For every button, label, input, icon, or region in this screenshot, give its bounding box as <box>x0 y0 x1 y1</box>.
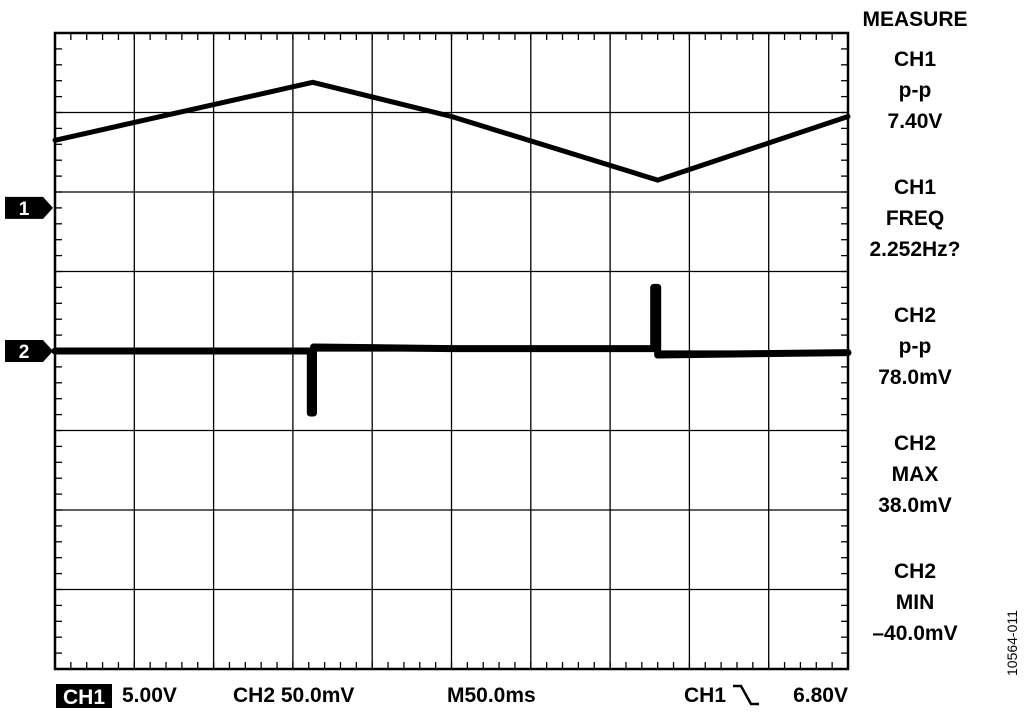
measure-value: 38.0mV <box>878 494 952 517</box>
trigger-channel: CH1 <box>684 684 726 707</box>
measure-channel: CH2 <box>893 560 936 583</box>
measure-item: CH2 MAX 38.0mV <box>850 428 980 521</box>
ch2-scale: CH2 50.0mV <box>233 684 354 707</box>
marker-arrow <box>5 340 53 362</box>
status-bar: CH1 5.00V CH2 50.0mV M50.0ms CH1 6.80V <box>56 684 848 709</box>
measure-label: MIN <box>895 591 935 614</box>
measure-title: MEASURE <box>862 8 968 31</box>
channel-marker-2: 2 <box>5 340 53 363</box>
marker-label: 2 <box>19 342 30 363</box>
measure-channel: CH2 <box>893 432 936 455</box>
measure-item: CH2 MIN –40.0mV <box>850 556 980 649</box>
ch1-badge-label: CH1 <box>63 686 105 709</box>
marker-label: 1 <box>19 199 30 220</box>
measure-label: p-p <box>898 335 932 358</box>
measure-label: FREQ <box>885 207 945 230</box>
measure-channel: CH1 <box>893 176 936 199</box>
ch1-scale: 5.00V <box>122 684 177 707</box>
measure-value: 7.40V <box>887 110 943 133</box>
trace-ch2 <box>51 283 852 417</box>
measure-value: –40.0mV <box>872 622 958 645</box>
figure-id: 10564-011 <box>1004 610 1020 676</box>
measure-value: 2.252Hz? <box>869 238 961 261</box>
falling-edge-icon <box>733 684 759 706</box>
timebase: M50.0ms <box>447 684 536 707</box>
measure-heading: MEASURE <box>850 4 980 35</box>
waveforms <box>51 79 852 417</box>
marker-arrow <box>5 196 53 219</box>
measure-label: p-p <box>898 79 932 102</box>
measure-item: CH1 FREQ 2.252Hz? <box>850 172 980 265</box>
trace-ch1 <box>52 79 851 183</box>
measure-channel: CH1 <box>893 48 936 71</box>
measure-channel: CH2 <box>893 304 936 327</box>
trigger-level: 6.80V <box>793 684 848 707</box>
measure-label: MAX <box>891 463 939 486</box>
measure-item: CH1 p-p 7.40V <box>850 44 980 137</box>
measure-value: 78.0mV <box>878 366 952 389</box>
measure-item: CH2 p-p 78.0mV <box>850 300 980 393</box>
channel-markers: 12 <box>5 196 53 363</box>
ch1-badge: CH1 <box>56 684 112 709</box>
ch1-badge-bg <box>56 684 112 708</box>
channel-marker-1: 1 <box>5 196 53 220</box>
